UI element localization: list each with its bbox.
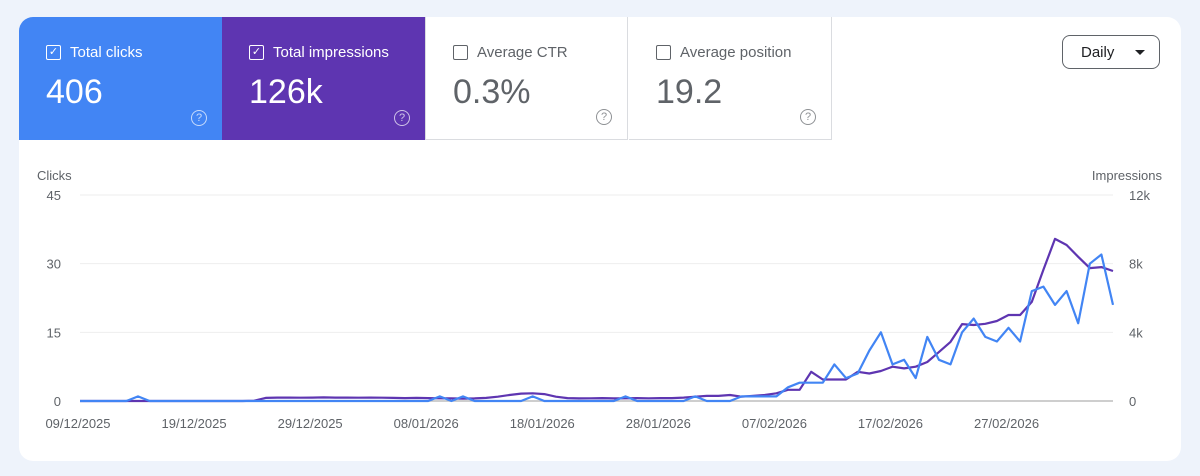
y-tick-label: 45 — [47, 188, 61, 203]
y-tick-label: 0 — [54, 394, 61, 409]
x-tick-label: 27/02/2026 — [974, 416, 1039, 431]
help-icon[interactable]: ? — [800, 109, 816, 125]
tile-value: 126k — [249, 73, 323, 111]
y-right-tick-label: 0 — [1129, 394, 1136, 409]
x-tick-label: 08/01/2026 — [394, 416, 459, 431]
checkbox-unchecked-icon[interactable] — [453, 45, 468, 60]
x-tick-label: 29/12/2025 — [278, 416, 343, 431]
tile-total-impressions[interactable]: ✓ Total impressions 126k ? — [222, 17, 425, 140]
tile-value: 19.2 — [656, 73, 723, 111]
granularity-dropdown[interactable]: Daily — [1062, 35, 1160, 69]
clicks-line — [80, 253, 1115, 403]
help-icon[interactable]: ? — [394, 110, 410, 126]
x-tick-label: 09/12/2025 — [45, 416, 110, 431]
x-tick-label: 28/01/2026 — [626, 416, 691, 431]
tile-average-ctr[interactable]: Average CTR 0.3% ? — [425, 17, 628, 140]
tile-value: 0.3% — [453, 73, 531, 111]
y-right-tick-label: 4k — [1129, 325, 1143, 340]
y-tick-label: 30 — [47, 257, 61, 272]
tile-value: 406 — [46, 73, 103, 111]
y-right-tick-label: 8k — [1129, 257, 1143, 272]
x-tick-label: 17/02/2026 — [858, 416, 923, 431]
x-tick-label: 18/01/2026 — [510, 416, 575, 431]
y-right-tick-label: 12k — [1129, 188, 1150, 203]
x-tick-label: 07/02/2026 — [742, 416, 807, 431]
help-icon[interactable]: ? — [191, 110, 207, 126]
y-axis-label: Clicks — [37, 168, 72, 183]
tile-average-position[interactable]: Average position 19.2 ? — [629, 17, 832, 140]
caret-down-icon — [1135, 50, 1145, 55]
performance-card: ✓ Total clicks 406 ? ✓ Total impressions 1… — [19, 17, 1181, 461]
x-tick-label: 19/12/2025 — [162, 416, 227, 431]
tile-label: Total impressions — [273, 44, 389, 61]
checkbox-checked-icon[interactable]: ✓ — [249, 45, 264, 60]
tile-total-clicks[interactable]: ✓ Total clicks 406 ? — [19, 17, 222, 140]
y-right-axis-label: Impressions — [1092, 168, 1163, 183]
tile-label: Average CTR — [477, 44, 568, 61]
checkbox-checked-icon[interactable]: ✓ — [46, 45, 61, 60]
tile-label: Total clicks — [70, 44, 143, 61]
help-icon[interactable]: ? — [596, 109, 612, 125]
tile-label: Average position — [680, 44, 792, 61]
performance-chart: 0 0 15 4k 30 8k 45 12k Clicks Impressions 09/12/20… — [37, 168, 1163, 431]
y-tick-label: 15 — [47, 325, 61, 340]
checkbox-unchecked-icon[interactable] — [656, 45, 671, 60]
granularity-value: Daily — [1081, 43, 1115, 61]
